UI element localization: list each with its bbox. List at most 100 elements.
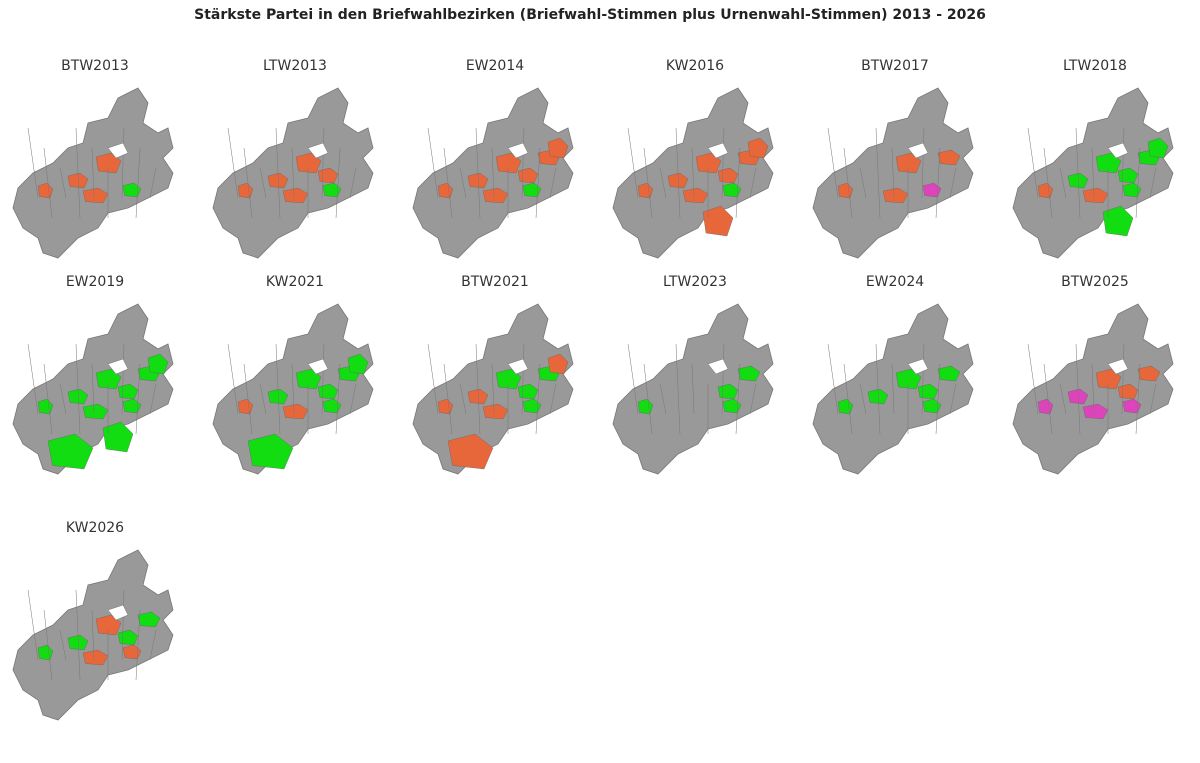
river-gap bbox=[107, 358, 129, 375]
district-border bbox=[427, 343, 439, 415]
district-border bbox=[949, 383, 957, 415]
district-patch bbox=[122, 182, 142, 198]
district-border bbox=[59, 629, 67, 661]
river-gap bbox=[907, 358, 929, 375]
district-border bbox=[1091, 363, 1095, 415]
district-patch bbox=[1095, 152, 1122, 174]
district-border bbox=[875, 343, 881, 435]
district-border bbox=[91, 147, 95, 199]
district-border bbox=[627, 127, 639, 199]
district-border bbox=[27, 589, 39, 661]
district-map bbox=[212, 303, 374, 475]
district-border bbox=[227, 127, 239, 199]
river-gap bbox=[707, 142, 729, 159]
district-map bbox=[612, 303, 774, 475]
district-border bbox=[149, 167, 157, 199]
map-panel: BTW2021 bbox=[412, 274, 574, 475]
district-border bbox=[521, 127, 525, 199]
panel-title: LTW2023 bbox=[663, 274, 727, 290]
district-map bbox=[1012, 303, 1174, 475]
district-border bbox=[459, 383, 467, 415]
district-border bbox=[1121, 127, 1125, 199]
panel-title: BTW2021 bbox=[461, 274, 529, 290]
district-patch bbox=[295, 152, 322, 174]
district-patch bbox=[82, 403, 109, 420]
river-gap bbox=[1107, 142, 1129, 159]
district-border bbox=[275, 127, 281, 219]
district-border bbox=[443, 363, 453, 435]
district-patch bbox=[1102, 205, 1134, 237]
district-border bbox=[627, 343, 639, 415]
district-patch bbox=[282, 403, 309, 420]
district-map bbox=[1012, 87, 1174, 259]
district-border bbox=[875, 127, 881, 219]
district-map bbox=[412, 87, 574, 259]
district-border bbox=[859, 383, 867, 415]
district-patch bbox=[447, 433, 494, 470]
district-border bbox=[843, 147, 853, 219]
district-border bbox=[75, 589, 81, 681]
district-border bbox=[291, 147, 295, 199]
district-patch bbox=[82, 187, 109, 204]
district-patch bbox=[937, 149, 961, 166]
district-border bbox=[321, 127, 325, 199]
map-panel: BTW2013 bbox=[12, 58, 174, 259]
district-patch bbox=[682, 187, 709, 204]
district-patch bbox=[702, 205, 734, 237]
river-gap bbox=[107, 142, 129, 159]
district-border bbox=[27, 343, 39, 415]
river-gap bbox=[307, 142, 329, 159]
district-patch bbox=[937, 365, 961, 382]
district-border bbox=[1059, 383, 1067, 415]
district-patch bbox=[737, 365, 761, 382]
district-border bbox=[1121, 343, 1125, 415]
river-gap bbox=[307, 358, 329, 375]
district-patch bbox=[95, 152, 122, 174]
district-patch bbox=[495, 152, 522, 174]
district-border bbox=[243, 363, 253, 435]
district-patch bbox=[1082, 187, 1109, 204]
river-gap bbox=[707, 358, 729, 375]
district-patch bbox=[102, 421, 134, 453]
district-border bbox=[27, 127, 39, 199]
panel-title: KW2021 bbox=[266, 274, 324, 290]
district-border bbox=[259, 383, 267, 415]
district-border bbox=[643, 147, 653, 219]
district-border bbox=[691, 147, 695, 199]
district-patch bbox=[95, 368, 122, 390]
district-patch bbox=[922, 398, 942, 414]
district-patch bbox=[495, 368, 522, 390]
district-border bbox=[1149, 167, 1157, 199]
district-map bbox=[612, 87, 774, 259]
district-patch bbox=[1122, 182, 1142, 198]
district-patch bbox=[722, 398, 742, 414]
district-patch bbox=[247, 433, 294, 470]
district-patch bbox=[122, 398, 142, 414]
district-patch bbox=[882, 187, 909, 204]
district-border bbox=[535, 363, 541, 435]
district-patch bbox=[347, 353, 369, 375]
district-border bbox=[935, 147, 941, 219]
district-border bbox=[59, 383, 67, 415]
district-patch bbox=[522, 182, 542, 198]
district-border bbox=[827, 127, 839, 199]
district-border bbox=[135, 147, 141, 219]
district-border bbox=[749, 167, 757, 199]
district-patch bbox=[482, 187, 509, 204]
district-border bbox=[643, 363, 653, 435]
district-border bbox=[659, 167, 667, 199]
map-panel: LTW2023 bbox=[612, 274, 774, 475]
panel-title: BTW2017 bbox=[861, 58, 929, 74]
district-patch bbox=[282, 187, 309, 204]
district-patch bbox=[322, 398, 342, 414]
district-patch bbox=[1147, 137, 1169, 159]
district-border bbox=[1059, 167, 1067, 199]
district-border bbox=[843, 363, 853, 435]
river-gap bbox=[1107, 358, 1129, 375]
district-patch bbox=[47, 433, 94, 470]
district-border bbox=[91, 609, 95, 661]
district-patch bbox=[147, 353, 169, 375]
district-border bbox=[1043, 363, 1053, 435]
district-border bbox=[349, 383, 357, 415]
